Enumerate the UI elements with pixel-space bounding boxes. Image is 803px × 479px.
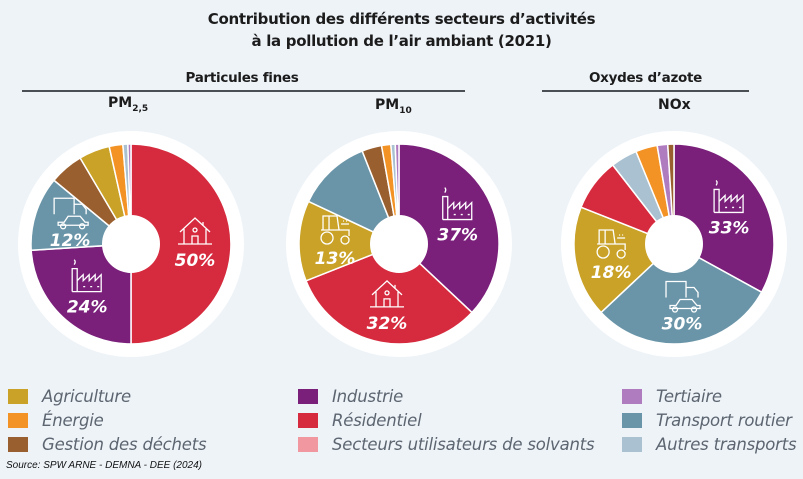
legend-label: Gestion des déchets [42, 434, 207, 454]
legend-item: Industrie [298, 385, 403, 407]
legend-item: Tertiaire [622, 385, 722, 407]
pie-data-label: 32% [367, 314, 408, 334]
pie-data-label: 37% [437, 226, 478, 246]
tractor-icon [320, 215, 350, 245]
pie-center-hole [102, 215, 160, 273]
house-icon [370, 279, 405, 308]
source-note: Source: SPW ARNE - DEMNA - DEE (2024) [6, 460, 202, 471]
legend-label: Agriculture [42, 386, 131, 406]
legend-swatch [8, 412, 28, 428]
pie-data-label: 24% [67, 298, 108, 318]
legend-item: Secteurs utilisateurs de solvants [298, 433, 595, 455]
pie-chart-pm10: 37% 32% 13% [286, 131, 512, 357]
pie-slice [30, 243, 132, 345]
legend-swatch [622, 436, 642, 452]
legend-swatch [622, 388, 642, 404]
pie-chart-pm25: 50% 24% 12% [18, 131, 244, 357]
legend-label: Secteurs utilisateurs de solvants [332, 434, 595, 454]
factory-icon [71, 259, 102, 293]
legend-label: Autres transports [656, 434, 797, 454]
subtitle-pm10-main: PM [375, 97, 400, 113]
legend-swatch [622, 412, 642, 428]
legend-item: Autres transports [622, 433, 797, 455]
legend-label: Énergie [42, 410, 104, 430]
pie-data-label: 13% [315, 249, 356, 269]
legend-label: Tertiaire [656, 386, 722, 406]
legend-swatch [298, 388, 318, 404]
legend-label: Transport routier [656, 410, 792, 430]
pie-slice [600, 243, 763, 345]
subtitle-pm25-sub: 2,5 [132, 103, 149, 114]
tractor-icon [596, 229, 626, 259]
legend-label: Résidentiel [332, 410, 422, 430]
group-label-oxydes: Oxydes d’azote [589, 70, 702, 86]
pie-data-label: 12% [50, 231, 91, 251]
pie-data-label: 33% [709, 218, 750, 238]
group-label-particules: Particules fines [185, 70, 299, 86]
pie-slice [398, 143, 500, 314]
factory-icon [713, 179, 744, 214]
factory-icon [442, 187, 473, 221]
subtitle-pm25: PM2,5 [108, 95, 148, 114]
legend-item: Transport routier [622, 409, 792, 431]
pie-slice [307, 150, 401, 246]
pie-center-hole [645, 215, 703, 273]
pie-data-label: 50% [175, 251, 216, 271]
legend-swatch [298, 436, 318, 452]
subtitle-pm10: PM10 [375, 97, 412, 116]
chart-title-line1: Contribution des différents secteurs d’a… [207, 10, 596, 28]
chart-title-line2: à la pollution de l’air ambiant (2021) [251, 32, 552, 50]
pie-data-label: 30% [662, 314, 703, 334]
vehicles-icon [53, 197, 89, 230]
legend-item: Agriculture [8, 385, 131, 407]
pie-data-label: 18% [591, 263, 632, 283]
legend-item: Résidentiel [298, 409, 422, 431]
group-rule-particules [22, 90, 465, 92]
subtitle-pm25-main: PM [108, 95, 133, 111]
legend-swatch [8, 436, 28, 452]
legend-swatch [298, 412, 318, 428]
vehicles-icon [665, 280, 701, 313]
legend-item: Gestion des déchets [8, 433, 207, 455]
house-icon [178, 217, 212, 245]
subtitle-pm10-sub: 10 [399, 105, 412, 116]
legend-swatch [8, 388, 28, 404]
legend-item: Énergie [8, 409, 104, 431]
pie-chart-nox: 33% 30% 18% [561, 131, 787, 357]
subtitle-nox: NOx [658, 97, 691, 113]
pie-center-hole [370, 215, 428, 273]
group-rule-oxydes [542, 90, 749, 92]
legend-label: Industrie [332, 386, 404, 406]
